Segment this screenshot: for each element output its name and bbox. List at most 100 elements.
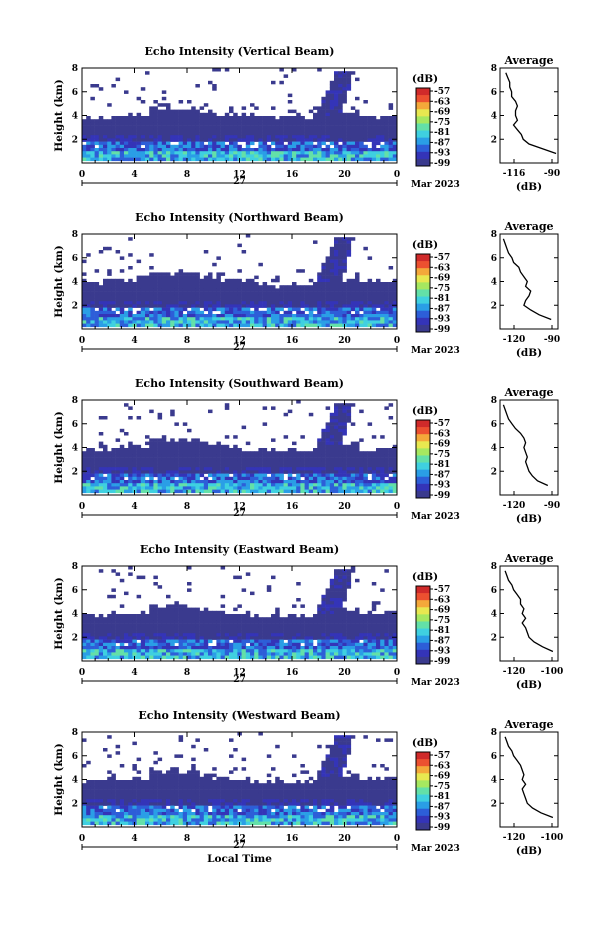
heatmap-cell [233,298,238,302]
heatmap-cell [304,301,310,305]
heatmap-cell [166,639,171,644]
heatmap-cell [245,467,251,471]
x-tick-label: 0 [79,170,85,180]
heatmap-cell [338,467,343,471]
heatmap-cell [82,132,87,136]
heatmap-cell [258,320,263,324]
heatmap-cell [161,639,167,644]
heatmap-cell [271,291,276,296]
heatmap-cell [292,620,297,624]
heatmap-cell [111,285,116,289]
heatmap-cell [250,655,255,660]
heatmap-cell [98,294,104,299]
heatmap-cell [266,476,272,481]
heatmap-cell [245,298,251,302]
heatmap-cell [140,116,146,120]
heatmap-cell [359,480,364,484]
heatmap-cell [245,617,251,621]
heatmap-cell [359,294,364,299]
heatmap-cell [388,135,394,139]
heatmap-cell [90,141,95,146]
heatmap-cell [157,610,163,615]
heatmap-cell [153,288,158,292]
heatmap-cell [115,454,121,458]
heatmap-cell [166,444,171,449]
heatmap-cell [187,626,192,631]
heatmap-cell [94,473,100,478]
heatmap-cell [325,259,331,264]
heatmap-cell [115,301,121,305]
heatmap-cell [292,441,297,446]
heatmap-cell [132,298,137,302]
heatmap-cell [308,304,314,308]
heatmap-cell [317,144,322,149]
heatmap-cell [103,489,108,494]
heatmap-cell [313,317,318,321]
heatmap-cell [128,460,133,465]
heatmap-cell [233,128,238,133]
heatmap-cell [271,310,276,315]
heatmap-cell [182,298,188,302]
heatmap-cell [98,416,104,420]
heatmap-cell [111,151,116,155]
heatmap-cell [170,457,175,462]
heatmap-cell [182,122,188,126]
heatmap-cell [376,138,381,142]
heatmap-cell [266,157,272,162]
heatmap-cell [304,646,310,650]
heatmap-cell [350,138,356,142]
heatmap-cell [321,646,326,650]
heatmap-cell [338,454,343,458]
heatmap-cell [170,409,175,414]
heatmap-cell [346,454,352,458]
heatmap-cell [229,122,234,126]
heatmap-cell [359,122,364,126]
heatmap-cell [296,620,301,624]
heatmap-cell [216,610,221,615]
heatmap-cell [166,138,171,142]
heatmap-cell [334,317,339,321]
heatmap-cell [359,323,364,328]
colorbar-segment [416,119,430,124]
heatmap-cell [182,116,188,120]
heatmap-cell [334,77,339,82]
heatmap-cell [355,112,360,117]
heatmap-cell [157,630,163,634]
heatmap-cell [304,288,310,292]
heatmap-cell [317,298,322,302]
heatmap-cell [216,285,221,289]
heatmap-cell [115,633,121,637]
heatmap-cell [350,473,356,478]
heatmap-cell [229,460,234,465]
heatmap-cell [313,489,318,494]
heatmap-cell [187,457,192,462]
heatmap-cell [338,93,343,98]
heatmap-cell [103,132,108,136]
heatmap-cell [191,438,196,442]
heatmap-cell [119,448,125,452]
heatmap-cell [233,617,238,621]
heatmap-cell [266,486,272,490]
heatmap-cell [124,467,129,471]
heatmap-cell [90,135,95,139]
heatmap-cell [187,610,192,615]
heatmap-cell [191,272,196,276]
heatmap-cell [321,438,326,442]
heatmap-cell [174,630,179,634]
heatmap-cell [195,154,200,158]
heatmap-cell [220,457,226,462]
heatmap-cell [271,614,276,618]
heatmap-cell [224,112,230,117]
heatmap-cell [216,649,221,653]
heatmap-cell [338,135,343,139]
heatmap-cell [229,633,234,637]
heatmap-cell [124,457,129,462]
heatmap-cell [212,448,217,452]
heatmap-cell [174,135,179,139]
heatmap-cell [388,157,394,162]
heatmap-cell [128,323,133,328]
heatmap-cell [384,144,389,149]
colorbar-segment [416,420,430,424]
heatmap-cell [182,636,188,640]
heatmap-cell [346,578,352,583]
